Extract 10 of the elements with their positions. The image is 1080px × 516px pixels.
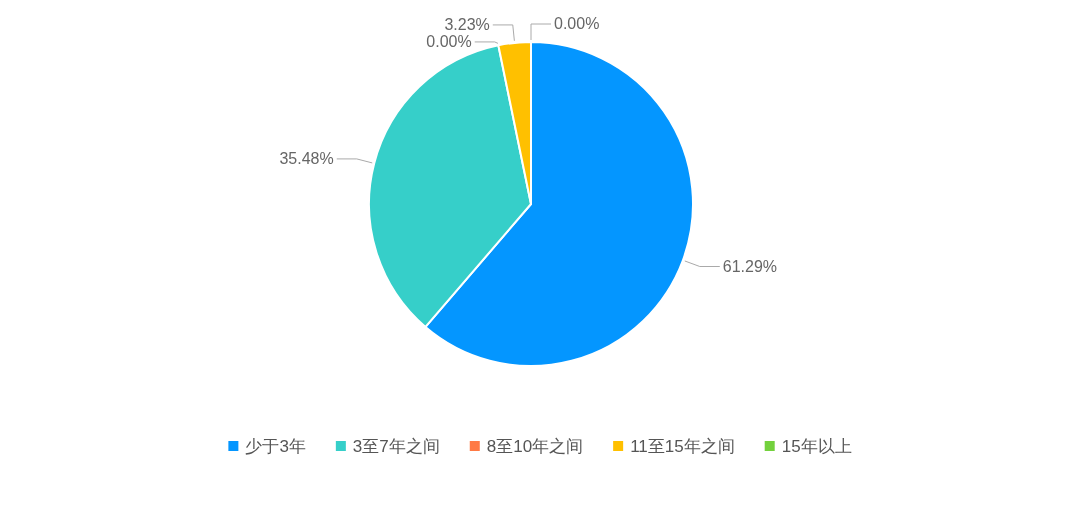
legend-label: 3至7年之间 — [352, 437, 440, 456]
data-label: 61.29% — [722, 257, 778, 275]
legend-label: 少于3年 — [245, 437, 306, 456]
data-label: 3.23% — [444, 15, 490, 33]
text: 0.00% — [426, 32, 472, 50]
data-label: 35.48% — [279, 149, 334, 167]
legend-label: 8至10年之间 — [486, 437, 584, 456]
text: 0.00% — [554, 15, 600, 32]
legend-label: 15年以上 — [781, 437, 852, 456]
legend-label: 11至15年之间 — [630, 437, 735, 456]
